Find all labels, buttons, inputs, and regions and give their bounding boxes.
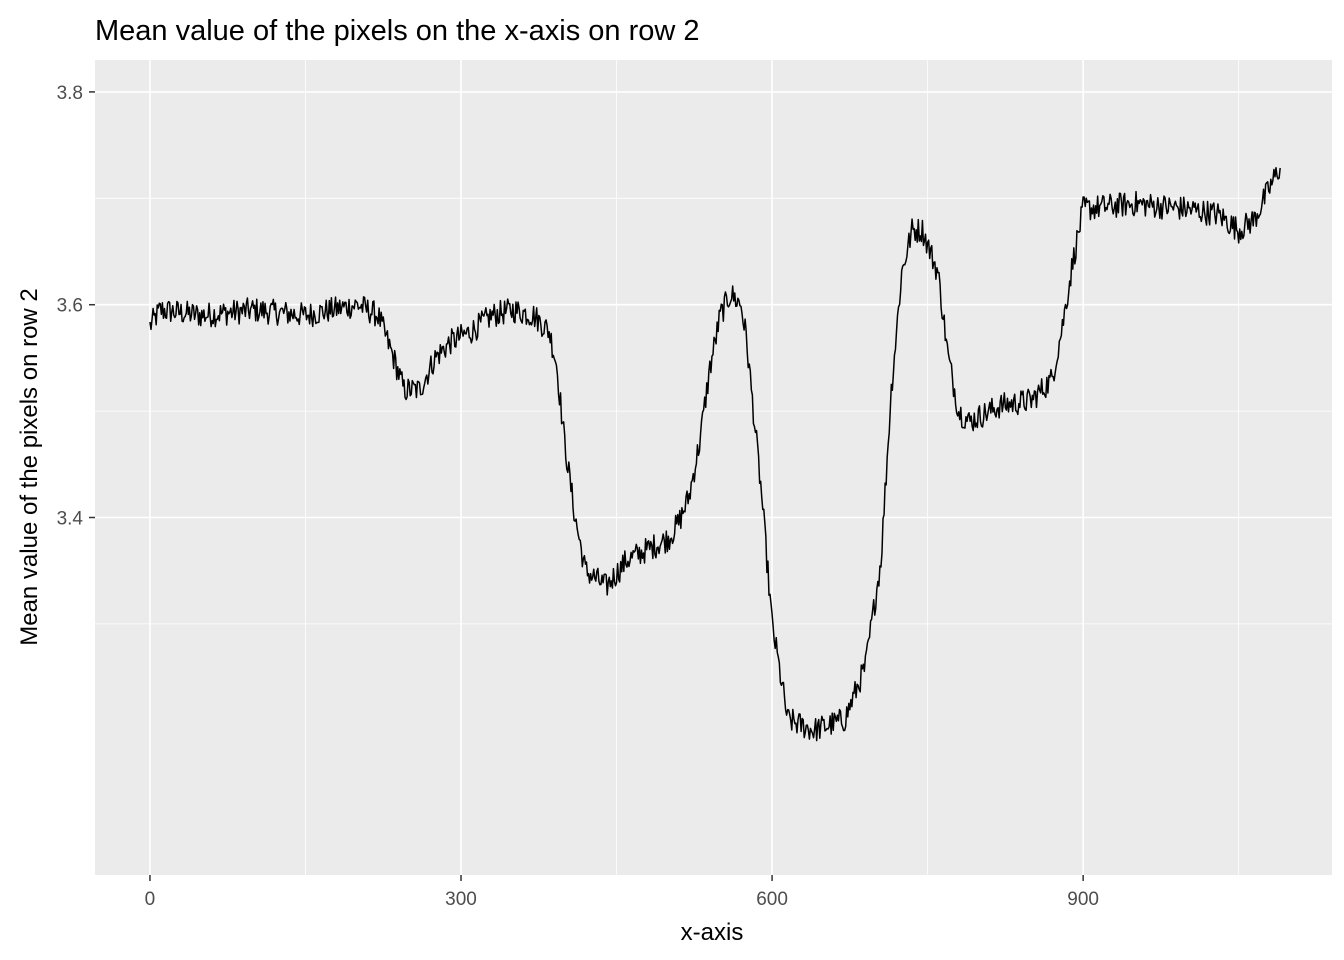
- x-tick-label: 0: [145, 889, 156, 910]
- y-axis-label: Mean value of the pixels on row 2: [16, 288, 43, 646]
- y-tick-label: 3.8: [57, 83, 83, 104]
- x-axis-label: x-axis: [681, 919, 744, 946]
- minor-gridlines: [95, 60, 1332, 875]
- x-tick-label: 900: [1067, 889, 1099, 910]
- y-tick-label: 3.6: [57, 296, 83, 317]
- major-gridlines: [95, 60, 1332, 875]
- chart-title: Mean value of the pixels on the x-axis o…: [95, 15, 700, 47]
- x-tick-label: 300: [445, 889, 477, 910]
- x-tick-label: 600: [756, 889, 788, 910]
- y-axis-ticks: 3.4 3.6 3.8: [57, 83, 95, 530]
- y-tick-label: 3.4: [57, 509, 84, 530]
- x-axis-ticks: 0 300 600 900: [145, 875, 1099, 910]
- series-line: [149, 166, 1281, 742]
- series-layer: [149, 166, 1281, 742]
- plot-panel: [95, 60, 1332, 875]
